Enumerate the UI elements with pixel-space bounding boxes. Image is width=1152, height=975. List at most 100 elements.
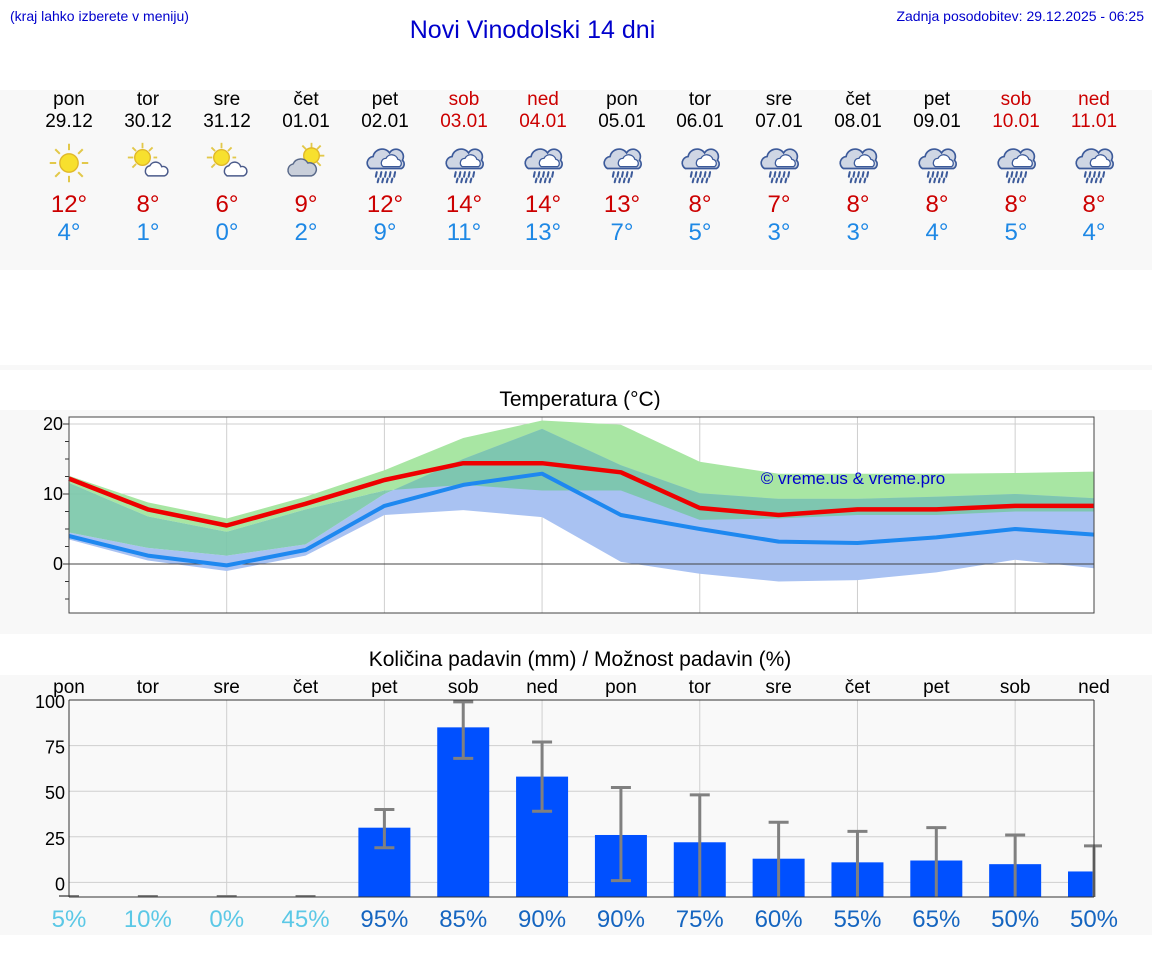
day-label: ned <box>526 677 558 698</box>
watermark: © vreme.us & vreme.pro <box>761 469 945 488</box>
min-temp: 4° <box>925 219 949 246</box>
precip-probability: 75% <box>676 906 724 933</box>
location-menu-hint[interactable]: (kraj lahko izberete v meniju) <box>10 8 189 24</box>
day-date: 04.01 <box>519 111 567 132</box>
day-label: tor <box>137 677 160 698</box>
max-temp: 12° <box>50 191 88 218</box>
day-date: 31.12 <box>203 111 251 132</box>
y-tick-label: 100 <box>35 692 65 712</box>
precip-probability: 90% <box>597 906 645 933</box>
min-temp: 11° <box>446 219 482 246</box>
y-tick-label: 75 <box>45 738 65 758</box>
max-temp: 8° <box>136 191 160 218</box>
day-column: ned 11.01 8° 4° <box>1054 89 1134 247</box>
rain-cloud-icon <box>524 148 563 184</box>
y-tick-label: 20 <box>43 414 63 434</box>
min-temp: 3° <box>767 219 791 246</box>
precip-probability: 95% <box>360 906 408 933</box>
precip-probability: 65% <box>912 906 960 933</box>
max-temp: 8° <box>846 191 870 218</box>
temperature-chart: 0 10 20 © vreme.us & vreme.pro <box>43 414 1095 614</box>
rain-cloud-icon <box>1075 148 1114 184</box>
max-temp: 7° <box>767 191 791 218</box>
day-date: 01.01 <box>282 111 330 132</box>
day-date: 11.01 <box>1070 111 1118 132</box>
day-label: tor <box>689 677 712 698</box>
max-temp: 12° <box>366 191 404 218</box>
min-temp: 13° <box>524 219 562 246</box>
min-temp: 5° <box>688 219 712 246</box>
day-name: sre <box>765 89 793 110</box>
precip-probability: 55% <box>833 906 881 933</box>
y-tick-label: 50 <box>45 783 65 803</box>
precip-probability: 60% <box>755 906 803 933</box>
min-temp: 1° <box>136 219 160 246</box>
precip-probability: 50% <box>1070 906 1118 933</box>
rain-cloud-icon <box>445 148 484 184</box>
min-temp: 0° <box>215 219 239 246</box>
day-label: pon <box>53 677 85 698</box>
precip-bar <box>1068 871 1094 897</box>
day-column: čet 01.01 9° 2° <box>266 89 346 247</box>
sun-cloud-icon <box>127 142 169 177</box>
divider <box>0 365 1152 370</box>
y-tick-label: 0 <box>53 554 63 574</box>
max-temp: 8° <box>1082 191 1106 218</box>
day-date: 03.01 <box>440 111 488 132</box>
day-label: čet <box>293 677 319 698</box>
day-column: pon 29.12 12° 4° <box>29 89 109 247</box>
day-column: sob 03.01 14° 11° <box>424 89 504 247</box>
day-label: ned <box>1078 677 1110 698</box>
sun-cloud-icon <box>206 142 248 177</box>
day-date: 05.01 <box>598 111 646 132</box>
day-column: sob 10.01 8° 5° <box>976 89 1056 247</box>
day-label: sob <box>448 677 479 698</box>
min-temp: 5° <box>1004 219 1028 246</box>
day-label: sre <box>765 677 791 698</box>
day-name: sob <box>448 89 480 110</box>
min-temp: 2° <box>294 219 318 246</box>
sun-icon <box>49 143 89 183</box>
day-date: 06.01 <box>676 111 724 132</box>
day-name: čet <box>845 89 871 110</box>
forecast-strip <box>0 90 1152 270</box>
max-temp: 13° <box>603 191 641 218</box>
rain-cloud-icon <box>997 148 1036 184</box>
max-temp: 8° <box>925 191 949 218</box>
day-column: čet 08.01 8° 3° <box>818 89 898 247</box>
last-update: Zadnja posodobitev: 29.12.2025 - 06:25 <box>896 8 1144 24</box>
rain-cloud-icon <box>839 148 878 184</box>
rain-cloud-icon <box>760 148 799 184</box>
day-date: 07.01 <box>755 111 803 132</box>
day-label: pet <box>923 677 950 698</box>
min-temp: 4° <box>1082 219 1106 246</box>
min-temp: 4° <box>57 219 81 246</box>
min-temp: 3° <box>846 219 870 246</box>
rain-cloud-icon <box>366 148 405 184</box>
temperature-chart-title: Temperatura (°C) <box>499 388 661 411</box>
day-label: pet <box>371 677 398 698</box>
day-name: pon <box>53 89 85 110</box>
day-name: tor <box>136 89 160 110</box>
day-date: 02.01 <box>361 111 409 132</box>
rain-cloud-icon <box>918 148 957 184</box>
rain-cloud-icon <box>681 148 720 184</box>
day-name: čet <box>293 89 319 110</box>
max-temp: 9° <box>294 191 318 218</box>
day-label: sre <box>213 677 239 698</box>
min-temp: 7° <box>610 219 634 246</box>
max-temp: 6° <box>215 191 239 218</box>
precip-probability: 10% <box>124 906 172 933</box>
day-column: pet 02.01 12° 9° <box>345 89 425 247</box>
plot-border <box>68 416 1095 614</box>
precip-probability: 45% <box>282 906 330 933</box>
day-column: tor 30.12 8° 1° <box>108 89 188 247</box>
precip-probability: 90% <box>518 906 566 933</box>
day-column: pet 09.01 8° 4° <box>897 89 977 247</box>
day-name: sob <box>1000 89 1032 110</box>
cloud-sun-icon <box>287 142 325 177</box>
day-column: sre 07.01 7° 3° <box>739 89 819 247</box>
day-column: tor 06.01 8° 5° <box>660 89 740 247</box>
max-temp-line <box>68 460 1094 528</box>
